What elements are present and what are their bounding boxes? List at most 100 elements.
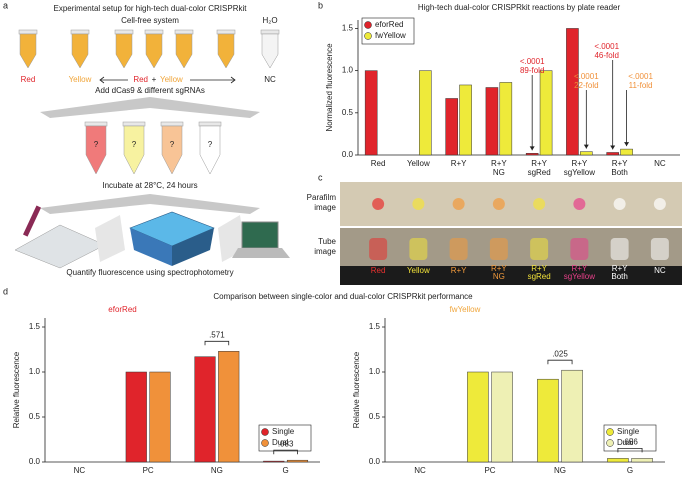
bar xyxy=(606,152,619,156)
annotation: <.0001 xyxy=(520,57,545,66)
parafilm-drop xyxy=(412,198,425,210)
y-tick-label: 0.0 xyxy=(29,457,41,466)
parafilm-drop xyxy=(613,198,626,210)
tube-cap xyxy=(198,121,222,127)
tube xyxy=(71,33,89,69)
p-value: .025 xyxy=(552,349,568,358)
tube xyxy=(145,33,163,69)
tube-cap xyxy=(160,121,184,127)
tube xyxy=(161,125,183,175)
step-label: Quantify fluorescence using spectrophoto… xyxy=(66,268,233,277)
annotation-arrow xyxy=(610,145,616,150)
x-tick-label: G xyxy=(627,466,633,475)
tube-label: Yellow xyxy=(69,75,92,84)
tube-label: + xyxy=(152,75,157,84)
y-tick-label: 0.5 xyxy=(342,108,354,117)
image-label: NC xyxy=(654,266,666,275)
annotation: 89-fold xyxy=(520,66,544,75)
x-tick-label: NC xyxy=(74,466,86,475)
tube-cap xyxy=(114,29,134,35)
bar xyxy=(525,153,539,156)
bar xyxy=(499,82,513,156)
legend-box xyxy=(603,424,657,452)
annotation-arrow xyxy=(529,146,535,151)
tube-label: Red xyxy=(21,75,36,84)
annotation: 11-fold xyxy=(629,81,653,90)
legend-swatch xyxy=(606,428,614,436)
tube-bottom xyxy=(409,238,428,260)
y-tick-label: 1.0 xyxy=(342,66,354,75)
parafilm-photo xyxy=(340,182,682,226)
bar xyxy=(149,371,171,463)
bracket xyxy=(273,449,298,455)
bar xyxy=(491,371,513,463)
x-tick-label: R+Y xyxy=(612,159,628,168)
legend-swatch xyxy=(364,32,372,40)
tube xyxy=(261,33,279,69)
annotation: <.0001 xyxy=(574,72,599,81)
chart-subtitle: eforRed xyxy=(108,305,136,314)
legend-swatch xyxy=(364,21,372,29)
y-tick-label: 1.5 xyxy=(369,322,381,331)
panel-label: b xyxy=(318,0,323,10)
bracket xyxy=(547,359,573,365)
legend-label: Dual xyxy=(272,438,289,447)
bar xyxy=(580,151,593,156)
legend-label: Dual xyxy=(617,438,634,447)
legend-box xyxy=(258,424,312,452)
x-tick-label: NC xyxy=(414,466,426,475)
tube-cap xyxy=(18,29,38,35)
x-tick-label: Red xyxy=(371,159,386,168)
y-axis-label: Relative fluorescence xyxy=(12,351,21,428)
bar xyxy=(631,458,653,463)
bar xyxy=(539,70,553,156)
y-axis-label: Relative fluorescence xyxy=(352,351,361,428)
annotation: 22-fold xyxy=(574,81,598,90)
image-label: NG xyxy=(493,272,505,281)
tube xyxy=(19,33,37,69)
x-tick-label: R+Y xyxy=(571,159,587,168)
bar xyxy=(459,84,472,156)
legend-swatch xyxy=(261,439,269,447)
unknown-mark: ? xyxy=(132,140,137,149)
y-tick-label: 0.5 xyxy=(29,412,41,421)
x-tick-label: R+Y xyxy=(531,159,547,168)
parafilm-drop xyxy=(452,198,465,210)
tube-cap xyxy=(216,29,236,35)
tube xyxy=(199,125,221,175)
tube-label: Red xyxy=(133,75,148,84)
row-label: Tube xyxy=(318,237,336,246)
bar xyxy=(445,98,458,156)
bar xyxy=(194,356,216,463)
chart-subtitle: fwYellow xyxy=(450,305,481,314)
legend-label: Single xyxy=(617,427,640,436)
y-tick-label: 1.0 xyxy=(29,367,41,376)
bar xyxy=(364,70,378,156)
x-tick-label: sgRed xyxy=(528,168,551,177)
tube-cap xyxy=(84,121,108,127)
row-label: image xyxy=(314,247,336,256)
tube-cap xyxy=(122,121,146,127)
x-tick-label: R+Y xyxy=(451,159,467,168)
legend-label: fwYellow xyxy=(375,31,406,40)
tube-bottom xyxy=(570,238,589,260)
tube xyxy=(85,125,107,175)
image-label: sgRed xyxy=(528,272,551,281)
parafilm-drop xyxy=(533,198,546,210)
parafilm-drop xyxy=(372,198,385,210)
image-label: Both xyxy=(611,272,627,281)
tube-label: NC xyxy=(264,75,276,84)
tube xyxy=(175,33,193,69)
legend-box xyxy=(361,17,415,45)
tube-cap xyxy=(144,29,164,35)
panel-label: d xyxy=(3,286,8,296)
row-label: Parafilm xyxy=(307,193,337,202)
p-value: .083 xyxy=(278,439,294,448)
bar xyxy=(566,28,579,156)
x-tick-label: PC xyxy=(484,466,495,475)
x-tick-label: Both xyxy=(611,168,627,177)
annotation: <.0001 xyxy=(594,42,619,51)
bar xyxy=(607,458,629,463)
x-tick-label: NG xyxy=(493,168,505,177)
row-label: image xyxy=(314,203,336,212)
